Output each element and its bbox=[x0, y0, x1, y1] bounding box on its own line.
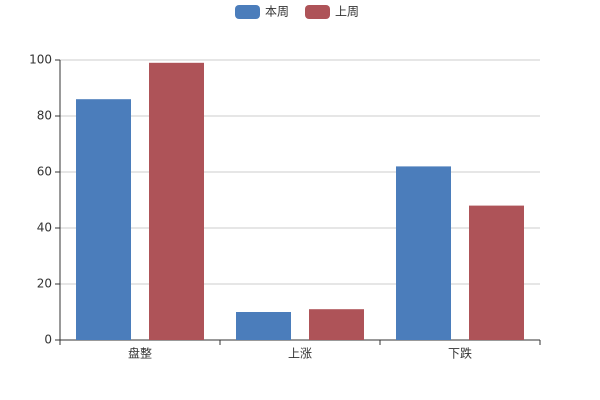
y-tick-label: 0 bbox=[44, 333, 52, 347]
y-tick-label: 100 bbox=[29, 53, 52, 67]
y-tick-label: 40 bbox=[37, 221, 52, 235]
legend-label[interactable]: 上周 bbox=[335, 5, 359, 19]
x-tick-label: 下跌 bbox=[448, 346, 472, 361]
bar bbox=[236, 312, 291, 340]
bar bbox=[469, 205, 524, 340]
legend-icon[interactable] bbox=[235, 5, 260, 19]
legend-icon[interactable] bbox=[305, 5, 330, 19]
legend-label[interactable]: 本周 bbox=[265, 5, 289, 19]
y-tick-label: 20 bbox=[37, 277, 52, 291]
bar bbox=[76, 99, 131, 340]
x-tick-label: 上涨 bbox=[288, 346, 312, 361]
bar bbox=[396, 166, 451, 340]
bar bbox=[149, 62, 204, 341]
y-tick-label: 80 bbox=[37, 109, 52, 123]
bar bbox=[309, 309, 364, 340]
x-tick-label: 盘整 bbox=[128, 346, 152, 361]
y-tick-label: 60 bbox=[37, 165, 52, 179]
